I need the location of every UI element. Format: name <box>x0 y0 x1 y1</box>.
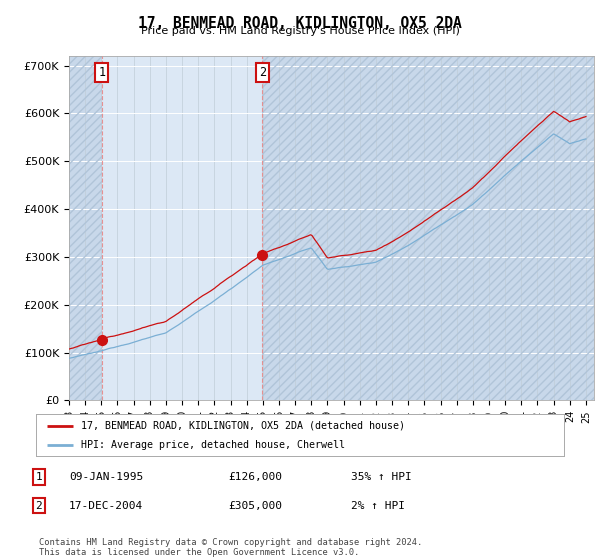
Bar <box>262 51 594 400</box>
Text: 2% ↑ HPI: 2% ↑ HPI <box>351 501 405 511</box>
Text: 1: 1 <box>98 66 106 80</box>
Text: HPI: Average price, detached house, Cherwell: HPI: Average price, detached house, Cher… <box>81 440 345 450</box>
Text: 17-DEC-2004: 17-DEC-2004 <box>69 501 143 511</box>
Text: 35% ↑ HPI: 35% ↑ HPI <box>351 472 412 482</box>
Text: Price paid vs. HM Land Registry's House Price Index (HPI): Price paid vs. HM Land Registry's House … <box>140 26 460 36</box>
Text: 17, BENMEAD ROAD, KIDLINGTON, OX5 2DA (detached house): 17, BENMEAD ROAD, KIDLINGTON, OX5 2DA (d… <box>81 421 405 431</box>
Text: 1: 1 <box>35 472 43 482</box>
Text: Contains HM Land Registry data © Crown copyright and database right 2024.
This d: Contains HM Land Registry data © Crown c… <box>39 538 422 557</box>
Text: 09-JAN-1995: 09-JAN-1995 <box>69 472 143 482</box>
Text: £305,000: £305,000 <box>228 501 282 511</box>
Bar <box>69 51 102 400</box>
Text: £126,000: £126,000 <box>228 472 282 482</box>
Bar <box>69 51 102 400</box>
Text: 17, BENMEAD ROAD, KIDLINGTON, OX5 2DA: 17, BENMEAD ROAD, KIDLINGTON, OX5 2DA <box>138 16 462 31</box>
Bar <box>262 51 594 400</box>
Text: 2: 2 <box>35 501 43 511</box>
Text: 2: 2 <box>259 66 266 80</box>
